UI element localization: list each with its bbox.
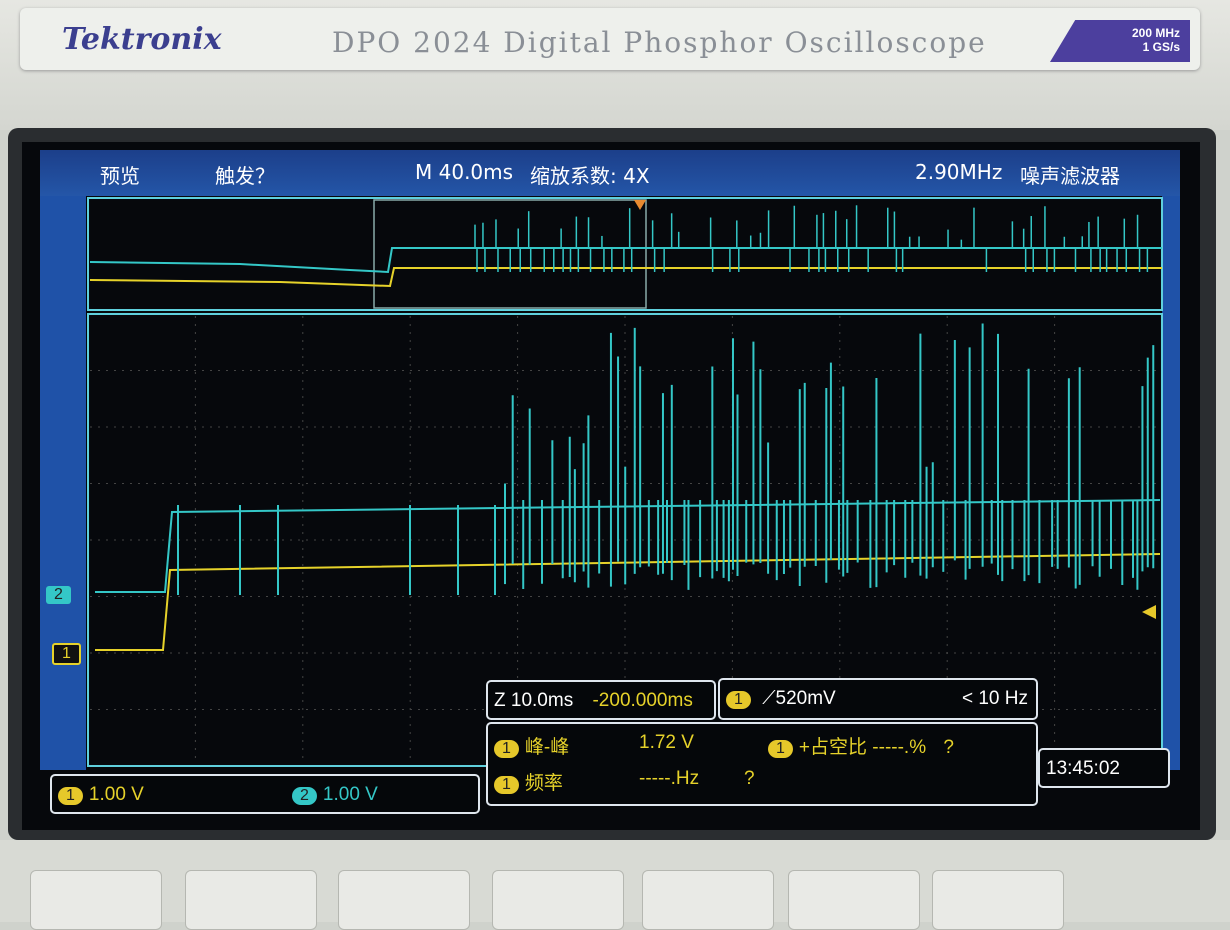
- bezel-button[interactable]: [642, 870, 774, 930]
- measurement-value: -----.Hz: [639, 768, 700, 789]
- trigger-level: ⟋520mV: [762, 688, 836, 709]
- source-chip: 1: [494, 776, 519, 794]
- zoom-readout: Z 10.0ms -200.000ms: [486, 680, 716, 720]
- left-strip: [40, 196, 86, 770]
- right-strip: [1162, 196, 1180, 770]
- trigger-level-marker: [1142, 605, 1156, 619]
- bezel-button[interactable]: [185, 870, 317, 930]
- ch2-chip[interactable]: 2: [292, 787, 317, 805]
- trigger-source: 1: [726, 691, 751, 709]
- bandwidth: 200 MHz: [1131, 26, 1180, 40]
- bezel-button[interactable]: [30, 870, 162, 930]
- bezel-button[interactable]: [788, 870, 920, 930]
- zoom-scale: Z 10.0ms: [494, 690, 574, 711]
- bezel-buttons: [0, 840, 1230, 930]
- measurement-panel: 1 峰-峰 1.72 V 1 +占空比 -----.% ? 1 频率 -----.Hz?: [486, 722, 1038, 806]
- measurement-status: ?: [744, 768, 755, 789]
- measurement-label: 峰-峰: [524, 737, 570, 758]
- measurement-status: ?: [943, 737, 954, 758]
- ch1-overview-trace: [89, 267, 1162, 288]
- timebase: M 40.0ms: [415, 160, 514, 184]
- measurement-duty: 1 +占空比 -----.% ?: [768, 732, 1028, 759]
- clock: 13:45:02: [1038, 748, 1170, 788]
- acq-mode: 预览: [100, 164, 140, 188]
- spec-badge: 200 MHz 1 GS/s: [1050, 20, 1190, 62]
- model-name: DPO 2024 Digital Phosphor Oscilloscope: [332, 26, 987, 59]
- overview-frame: [87, 197, 1163, 311]
- front-panel: Tektronix DPO 2024 Digital Phosphor Osci…: [0, 0, 1230, 130]
- ch1-chip[interactable]: 1: [58, 787, 83, 805]
- channel-scales: 1 1.00 V 2 1.00 V: [50, 774, 480, 814]
- bezel-button[interactable]: [932, 870, 1064, 930]
- bezel-button[interactable]: [338, 870, 470, 930]
- bezel-button[interactable]: [492, 870, 624, 930]
- ch1-trace: [95, 553, 1161, 651]
- ch1-scale: 1.00 V: [88, 784, 144, 805]
- level-value: 520mV: [775, 688, 836, 709]
- source-chip: 1: [494, 740, 519, 758]
- ch2-trace: [95, 499, 1161, 593]
- measurement-label: 频率: [524, 773, 563, 794]
- measurement-value: 1.72 V: [639, 732, 694, 753]
- filter-frequency: 2.90MHz: [915, 160, 1003, 184]
- zoom-factor: 缩放系数: 4X: [530, 164, 650, 188]
- trigger-readout: 1 ⟋520mV < 10 Hz: [718, 678, 1038, 720]
- ch2-scale: 1.00 V: [322, 784, 378, 805]
- brand-bar: Tektronix DPO 2024 Digital Phosphor Osci…: [20, 8, 1200, 70]
- measurement-frequency: 1 频率 -----.Hz?: [494, 768, 794, 795]
- sample-rate: 1 GS/s: [1142, 40, 1180, 54]
- measurement-pk-pk: 1 峰-峰 1.72 V: [494, 732, 694, 759]
- filter-label: 噪声滤波器: [1020, 164, 1120, 188]
- source-chip: 1: [768, 740, 793, 758]
- measurement-label: +占空比: [798, 737, 868, 758]
- trigger-frequency: < 10 Hz: [961, 688, 1028, 709]
- measurement-value: -----.%: [872, 737, 927, 758]
- zoom-position: -200.000ms: [592, 690, 693, 711]
- brand-logo: Tektronix: [62, 22, 222, 57]
- trigger-position-marker: [634, 200, 646, 210]
- ch1-marker: 1: [52, 643, 81, 665]
- trigger-status: 触发？: [215, 164, 275, 188]
- status-bar: 预览 触发？ M 40.0ms 缩放系数: 4X 2.90MHz 噪声滤波器: [40, 150, 1180, 196]
- zoom-window: [373, 199, 647, 309]
- ch2-marker: 2: [46, 586, 71, 604]
